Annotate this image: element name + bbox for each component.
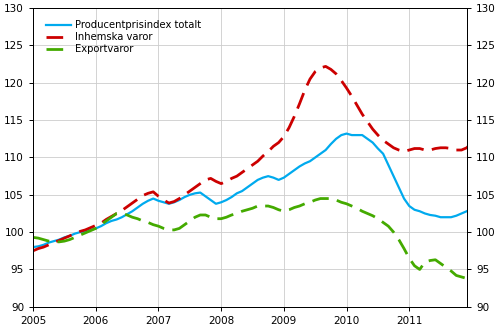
Exportvaror xyxy=(427,258,433,262)
Producentprisindex totalt xyxy=(448,215,454,219)
Producentprisindex totalt xyxy=(422,212,428,215)
Line: Exportvaror: Exportvaror xyxy=(33,199,500,282)
Exportvaror xyxy=(474,280,480,284)
Producentprisindex totalt xyxy=(62,235,68,239)
Exportvaror xyxy=(30,235,36,239)
Exportvaror xyxy=(62,239,68,243)
Producentprisindex totalt xyxy=(30,245,36,249)
Inhemska varor xyxy=(30,249,36,253)
Inhemska varor xyxy=(448,147,454,150)
Exportvaror xyxy=(416,268,422,272)
Inhemska varor xyxy=(412,147,418,150)
Legend: Producentprisindex totalt, Inhemska varor, Exportvaror: Producentprisindex totalt, Inhemska varo… xyxy=(42,16,205,58)
Line: Producentprisindex totalt: Producentprisindex totalt xyxy=(33,118,500,247)
Exportvaror xyxy=(454,274,460,278)
Inhemska varor xyxy=(422,148,428,152)
Producentprisindex totalt xyxy=(412,208,418,212)
Line: Inhemska varor: Inhemska varor xyxy=(33,34,500,251)
Exportvaror xyxy=(318,197,324,201)
Inhemska varor xyxy=(62,236,68,240)
